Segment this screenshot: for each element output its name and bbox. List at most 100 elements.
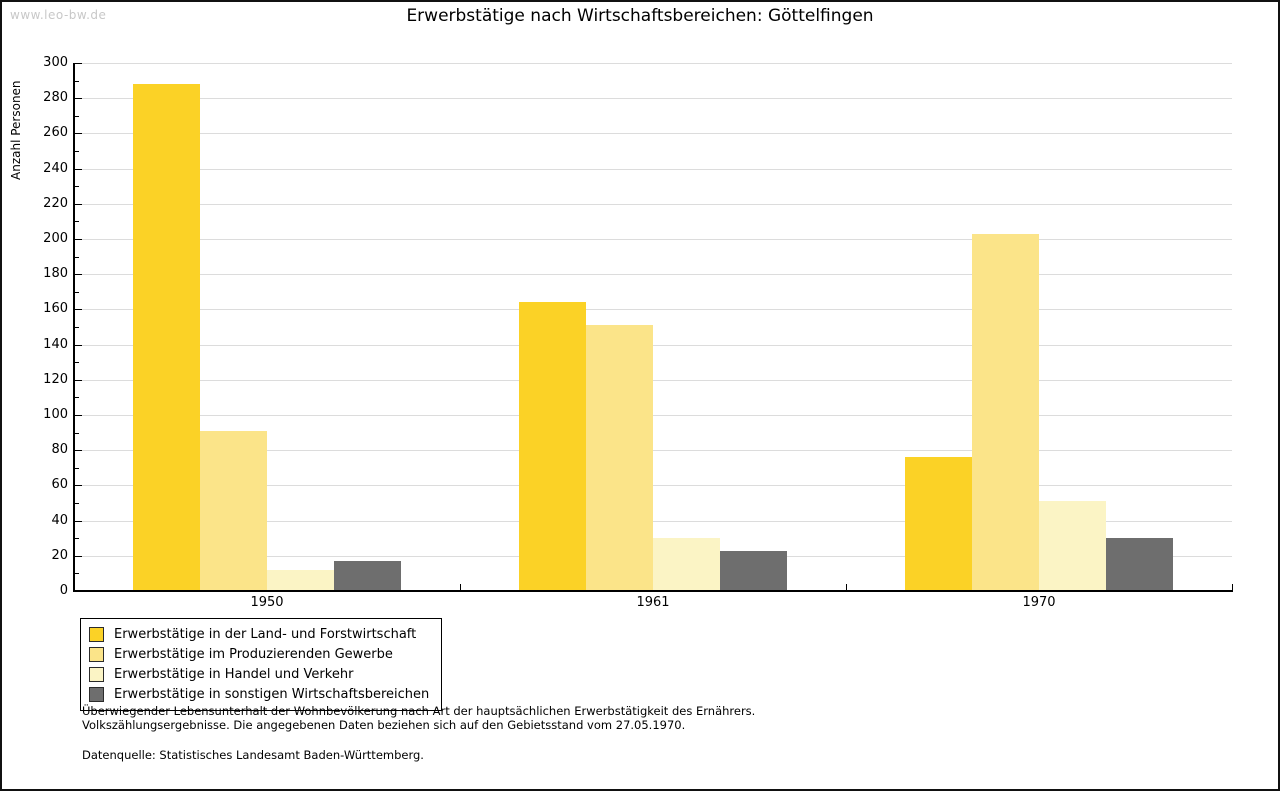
gridline bbox=[75, 98, 1232, 100]
bar bbox=[200, 430, 267, 591]
gridline bbox=[75, 344, 1232, 346]
legend-label: Erwerbstätige in sonstigen Wirtschaftsbe… bbox=[114, 686, 430, 702]
x-tick bbox=[460, 584, 461, 591]
y-tick bbox=[75, 344, 82, 346]
gridline bbox=[75, 415, 1232, 416]
legend-swatch bbox=[89, 646, 104, 662]
y-tick-label: 40 bbox=[51, 512, 68, 528]
y-tick-label: 180 bbox=[43, 266, 68, 282]
y-tick-label: 220 bbox=[43, 195, 68, 211]
y-tick bbox=[75, 115, 79, 117]
y-tick-label: 200 bbox=[43, 231, 68, 246]
y-tick-label: 120 bbox=[43, 371, 68, 387]
y-tick bbox=[75, 327, 79, 328]
footnote-source: Datenquelle: Statistisches Landesamt Bad… bbox=[82, 748, 424, 762]
y-tick bbox=[75, 63, 82, 64]
y-tick bbox=[75, 80, 79, 82]
y-tick-label: 140 bbox=[43, 336, 68, 352]
y-tick bbox=[75, 291, 79, 293]
gridline bbox=[75, 379, 1232, 381]
y-tick bbox=[75, 520, 82, 522]
y-tick bbox=[75, 221, 79, 223]
y-tick bbox=[75, 379, 82, 381]
y-tick-label: 280 bbox=[43, 90, 68, 106]
y-tick bbox=[75, 151, 79, 152]
y-tick bbox=[75, 239, 82, 240]
bar bbox=[133, 84, 200, 591]
legend-label: Erwerbstätige in Handel und Verkehr bbox=[114, 666, 354, 682]
y-axis-line bbox=[73, 63, 75, 592]
y-tick-label: 60 bbox=[51, 477, 68, 493]
bar bbox=[519, 302, 586, 591]
y-tick-label: 160 bbox=[43, 301, 68, 317]
footnote-line-2: Volkszählungsergebnisse. Die angegebenen… bbox=[82, 717, 686, 732]
legend-swatch bbox=[89, 626, 104, 642]
bar bbox=[972, 233, 1039, 591]
y-tick-label: 80 bbox=[51, 442, 68, 458]
y-tick-label: 20 bbox=[51, 547, 68, 563]
y-tick bbox=[75, 133, 82, 135]
legend-row: Erwerbstätige in sonstigen Wirtschaftsbe… bbox=[89, 684, 429, 704]
x-category-label: 1950 bbox=[250, 595, 284, 610]
legend-swatch bbox=[89, 686, 104, 702]
bar bbox=[1039, 501, 1106, 591]
y-tick bbox=[75, 573, 79, 575]
y-tick-label: 100 bbox=[43, 407, 68, 422]
bar bbox=[653, 538, 720, 591]
y-tick bbox=[75, 450, 82, 452]
gridline bbox=[75, 485, 1232, 487]
y-tick bbox=[75, 397, 79, 399]
footnote-line-1: Überwiegender Lebensunterhalt der Wohnbe… bbox=[82, 704, 756, 718]
bar bbox=[334, 561, 401, 591]
x-category-label: 1961 bbox=[636, 595, 670, 610]
bar bbox=[720, 550, 787, 591]
x-category-label: 1970 bbox=[1022, 595, 1056, 610]
gridline bbox=[75, 63, 1232, 64]
x-axis-line bbox=[74, 590, 1233, 592]
chart-title: Erwerbstätige nach Wirtschaftsbereichen:… bbox=[406, 6, 874, 26]
legend-row: Erwerbstätige in Handel und Verkehr bbox=[89, 664, 429, 684]
y-tick bbox=[75, 555, 82, 557]
legend-label: Erwerbstätige in der Land- und Forstwirt… bbox=[114, 626, 417, 642]
y-tick bbox=[75, 362, 79, 364]
gridline bbox=[75, 309, 1232, 311]
legend-label: Erwerbstätige im Produzierenden Gewerbe bbox=[114, 646, 393, 662]
legend-box: Erwerbstätige in der Land- und Forstwirt… bbox=[80, 618, 443, 711]
x-tick bbox=[846, 584, 847, 591]
y-tick bbox=[75, 467, 79, 469]
gridline bbox=[75, 239, 1232, 240]
y-tick-label: 260 bbox=[43, 125, 68, 141]
gridline bbox=[75, 274, 1232, 276]
bar bbox=[905, 457, 972, 591]
y-tick bbox=[75, 274, 82, 276]
y-tick bbox=[75, 203, 82, 205]
gridline bbox=[75, 203, 1232, 205]
footnotes: Überwiegender Lebensunterhalt der Wohnbe… bbox=[82, 704, 756, 763]
bar bbox=[267, 569, 334, 591]
y-tick bbox=[75, 538, 79, 540]
y-tick bbox=[75, 485, 82, 487]
y-tick bbox=[75, 432, 79, 434]
legend-row: Erwerbstätige im Produzierenden Gewerbe bbox=[89, 644, 429, 664]
bar bbox=[586, 325, 653, 591]
watermark: www.leo-bw.de bbox=[10, 8, 107, 22]
legend-row: Erwerbstätige in der Land- und Forstwirt… bbox=[89, 624, 429, 644]
y-tick bbox=[75, 415, 82, 416]
y-tick-label: 0 bbox=[59, 583, 68, 598]
gridline bbox=[75, 168, 1232, 170]
y-tick bbox=[75, 256, 79, 258]
y-tick bbox=[75, 309, 82, 311]
y-tick bbox=[75, 186, 79, 188]
y-tick bbox=[75, 98, 82, 100]
y-tick bbox=[75, 168, 82, 170]
x-tick bbox=[1232, 584, 1233, 591]
legend-swatch bbox=[89, 666, 104, 682]
gridline bbox=[75, 450, 1232, 452]
y-tick-label: 240 bbox=[43, 160, 68, 176]
gridline bbox=[75, 520, 1232, 522]
gridline bbox=[75, 133, 1232, 135]
y-tick bbox=[75, 503, 79, 504]
bar bbox=[1106, 538, 1173, 591]
